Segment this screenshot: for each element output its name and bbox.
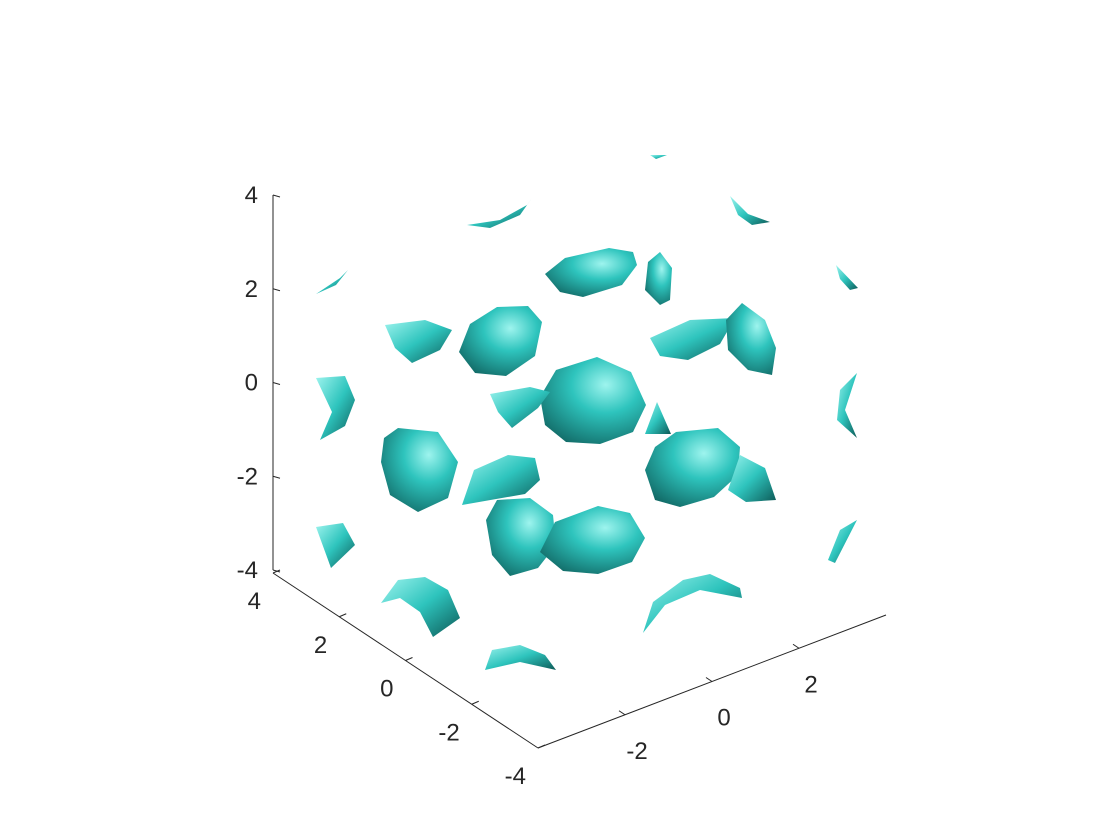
- isosurface-blob: [540, 506, 645, 574]
- isosurface-blob: [486, 498, 556, 576]
- y-tick-label: -4: [505, 763, 526, 790]
- x-tick-mark: [792, 643, 800, 649]
- z-tick-mark: [272, 382, 281, 385]
- isosurface-blob: [540, 357, 646, 444]
- isosurface-blob: [837, 373, 857, 438]
- isosurface-blob: [490, 387, 550, 428]
- isosurface-blob: [385, 320, 452, 363]
- z-tick-label: 4: [245, 182, 258, 209]
- isosurface-blob: [485, 645, 556, 670]
- z-tick-label: -2: [237, 463, 258, 490]
- isosurface-blob: [728, 455, 776, 502]
- isosurface-blob: [381, 577, 460, 637]
- z-tick-mark: [272, 475, 281, 479]
- y-tick-mark: [537, 744, 546, 749]
- isosurface-blob: [316, 523, 355, 568]
- isosurface-blob: [650, 318, 735, 360]
- isosurface-blob: [316, 270, 348, 294]
- y-tick-label: 2: [314, 632, 327, 659]
- isosurface-blob: [645, 252, 672, 305]
- y-tick-mark: [471, 700, 479, 705]
- axes: -4 -2 0 2 4 -4 -2 0 2 4 -2 0 2: [237, 182, 887, 790]
- z-tick-label: 0: [245, 370, 258, 397]
- z-tick-mark: [272, 194, 281, 198]
- isosurface-blob: [467, 198, 532, 228]
- z-tick-label: 2: [245, 276, 258, 303]
- x-tick-label: 2: [804, 671, 817, 698]
- x-tick-label: 0: [717, 705, 730, 732]
- isosurface-blob: [645, 402, 671, 434]
- x-tick-mark: [705, 677, 713, 682]
- x-tick-mark: [618, 710, 626, 716]
- y-tick-label: 4: [248, 588, 261, 615]
- isosurface-blob: [459, 306, 542, 376]
- y-tick-label: 0: [380, 676, 393, 703]
- x-tick-label: -2: [626, 738, 647, 765]
- isosurface-blob: [643, 574, 742, 633]
- isosurface-blob: [381, 428, 458, 512]
- y-tick-mark: [405, 657, 413, 661]
- y-tick-label: -2: [438, 719, 459, 746]
- isosurface: [316, 155, 858, 670]
- isosurface-blob: [828, 520, 857, 563]
- z-tick-label: -4: [237, 557, 258, 584]
- y-tick-mark: [272, 569, 281, 574]
- isosurface-blob: [545, 248, 637, 297]
- isosurface-blob: [726, 303, 776, 375]
- isosurface-blob: [645, 428, 740, 507]
- isosurface-blob: [730, 196, 770, 225]
- y-tick-mark: [339, 613, 347, 618]
- isosurface-blob: [462, 455, 540, 505]
- z-tick-mark: [272, 288, 281, 292]
- isosurface-blob: [836, 265, 858, 290]
- isosurface-blob: [650, 155, 667, 159]
- isosurface-blob: [316, 376, 355, 440]
